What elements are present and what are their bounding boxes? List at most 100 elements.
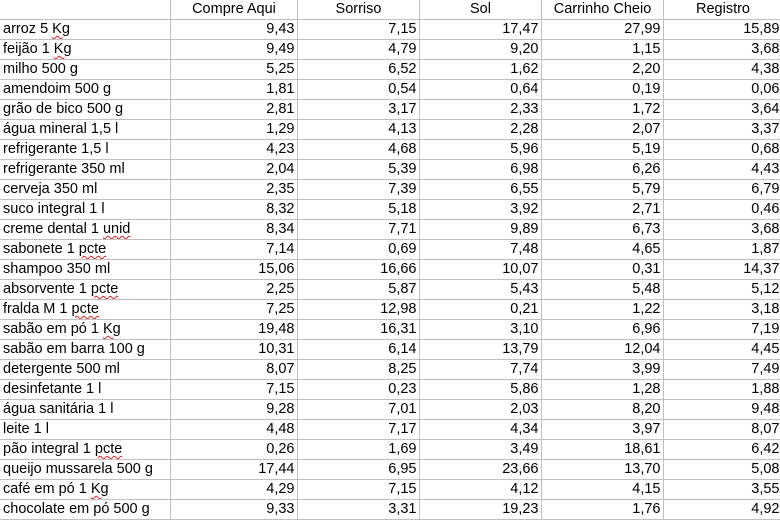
price-cell[interactable]: 7,74	[419, 359, 542, 380]
price-cell[interactable]: 7,19	[663, 319, 780, 340]
price-cell[interactable]: 6,55	[419, 179, 542, 200]
price-cell[interactable]: 5,12	[663, 279, 780, 300]
price-cell[interactable]: 4,34	[419, 419, 542, 440]
price-cell[interactable]: 3,18	[663, 299, 780, 320]
price-cell[interactable]: 0,21	[419, 299, 542, 320]
price-cell[interactable]: 2,71	[541, 199, 664, 220]
item-cell[interactable]: sabonete 1 pcte	[0, 239, 171, 260]
price-cell[interactable]: 3,37	[663, 119, 780, 140]
price-cell[interactable]: 6,79	[663, 179, 780, 200]
price-cell[interactable]: 9,43	[170, 19, 298, 40]
price-cell[interactable]: 12,04	[541, 339, 664, 360]
price-cell[interactable]: 8,20	[541, 399, 664, 420]
price-cell[interactable]: 7,48	[419, 239, 542, 260]
price-cell[interactable]: 1,87	[663, 239, 780, 260]
price-cell[interactable]: 9,28	[170, 399, 298, 420]
price-cell[interactable]: 10,31	[170, 339, 298, 360]
price-cell[interactable]: 6,14	[297, 339, 420, 360]
header-cell-item[interactable]	[0, 0, 171, 20]
price-cell[interactable]: 5,43	[419, 279, 542, 300]
price-cell[interactable]: 2,28	[419, 119, 542, 140]
item-cell[interactable]: shampoo 350 ml	[0, 259, 171, 280]
price-cell[interactable]: 1,76	[541, 499, 664, 520]
price-cell[interactable]: 27,99	[541, 19, 664, 40]
price-cell[interactable]: 4,23	[170, 139, 298, 160]
price-cell[interactable]: 2,25	[170, 279, 298, 300]
price-cell[interactable]: 4,65	[541, 239, 664, 260]
price-cell[interactable]: 9,89	[419, 219, 542, 240]
header-cell-store[interactable]: Compre Aqui	[170, 0, 298, 20]
item-cell[interactable]: absorvente 1 pcte	[0, 279, 171, 300]
item-cell[interactable]: detergente 500 ml	[0, 359, 171, 380]
price-cell[interactable]: 8,32	[170, 199, 298, 220]
price-cell[interactable]: 1,28	[541, 379, 664, 400]
price-cell[interactable]: 4,68	[297, 139, 420, 160]
price-cell[interactable]: 0,26	[170, 439, 298, 460]
price-cell[interactable]: 6,96	[541, 319, 664, 340]
price-cell[interactable]: 8,34	[170, 219, 298, 240]
price-cell[interactable]: 1,72	[541, 99, 664, 120]
header-cell-store[interactable]: Registro	[663, 0, 780, 20]
price-cell[interactable]: 5,25	[170, 59, 298, 80]
price-cell[interactable]: 3,64	[663, 99, 780, 120]
price-cell[interactable]: 15,06	[170, 259, 298, 280]
price-cell[interactable]: 5,86	[419, 379, 542, 400]
price-cell[interactable]: 19,48	[170, 319, 298, 340]
price-cell[interactable]: 3,55	[663, 479, 780, 500]
item-cell[interactable]: cerveja 350 ml	[0, 179, 171, 200]
price-cell[interactable]: 1,69	[297, 439, 420, 460]
price-cell[interactable]: 4,15	[541, 479, 664, 500]
price-cell[interactable]: 0,46	[663, 199, 780, 220]
price-cell[interactable]: 3,31	[297, 499, 420, 520]
price-cell[interactable]: 4,13	[297, 119, 420, 140]
price-cell[interactable]: 2,04	[170, 159, 298, 180]
price-cell[interactable]: 7,17	[297, 419, 420, 440]
item-cell[interactable]: feijão 1 Kg	[0, 39, 171, 60]
price-cell[interactable]: 3,97	[541, 419, 664, 440]
price-cell[interactable]: 5,18	[297, 199, 420, 220]
price-cell[interactable]: 0,23	[297, 379, 420, 400]
price-cell[interactable]: 5,08	[663, 459, 780, 480]
price-cell[interactable]: 1,29	[170, 119, 298, 140]
price-cell[interactable]: 7,39	[297, 179, 420, 200]
item-cell[interactable]: suco integral 1 l	[0, 199, 171, 220]
price-cell[interactable]: 9,33	[170, 499, 298, 520]
price-cell[interactable]: 1,88	[663, 379, 780, 400]
price-cell[interactable]: 4,48	[170, 419, 298, 440]
price-cell[interactable]: 13,79	[419, 339, 542, 360]
price-cell[interactable]: 3,10	[419, 319, 542, 340]
header-cell-store[interactable]: Sorriso	[297, 0, 420, 20]
price-cell[interactable]: 3,99	[541, 359, 664, 380]
item-cell[interactable]: pão integral 1 pcte	[0, 439, 171, 460]
price-cell[interactable]: 15,89	[663, 19, 780, 40]
price-cell[interactable]: 7,71	[297, 219, 420, 240]
price-cell[interactable]: 16,31	[297, 319, 420, 340]
header-cell-store[interactable]: Carrinho Cheio	[541, 0, 664, 20]
item-cell[interactable]: queijo mussarela 500 g	[0, 459, 171, 480]
price-cell[interactable]: 3,68	[663, 219, 780, 240]
price-cell[interactable]: 3,49	[419, 439, 542, 460]
item-cell[interactable]: creme dental 1 unid	[0, 219, 171, 240]
price-cell[interactable]: 1,81	[170, 79, 298, 100]
price-cell[interactable]: 4,38	[663, 59, 780, 80]
price-cell[interactable]: 5,39	[297, 159, 420, 180]
price-cell[interactable]: 17,44	[170, 459, 298, 480]
price-cell[interactable]: 8,07	[170, 359, 298, 380]
price-cell[interactable]: 0,64	[419, 79, 542, 100]
price-cell[interactable]: 9,48	[663, 399, 780, 420]
price-cell[interactable]: 19,23	[419, 499, 542, 520]
price-cell[interactable]: 10,07	[419, 259, 542, 280]
price-cell[interactable]: 6,98	[419, 159, 542, 180]
price-cell[interactable]: 6,26	[541, 159, 664, 180]
price-cell[interactable]: 8,07	[663, 419, 780, 440]
price-cell[interactable]: 6,42	[663, 439, 780, 460]
item-cell[interactable]: arroz 5 Kg	[0, 19, 171, 40]
price-cell[interactable]: 8,25	[297, 359, 420, 380]
price-cell[interactable]: 7,15	[297, 19, 420, 40]
price-cell[interactable]: 9,49	[170, 39, 298, 60]
price-cell[interactable]: 1,15	[541, 39, 664, 60]
price-cell[interactable]: 7,15	[170, 379, 298, 400]
price-cell[interactable]: 3,68	[663, 39, 780, 60]
item-cell[interactable]: café em pó 1 Kg	[0, 479, 171, 500]
item-cell[interactable]: refrigerante 350 ml	[0, 159, 171, 180]
